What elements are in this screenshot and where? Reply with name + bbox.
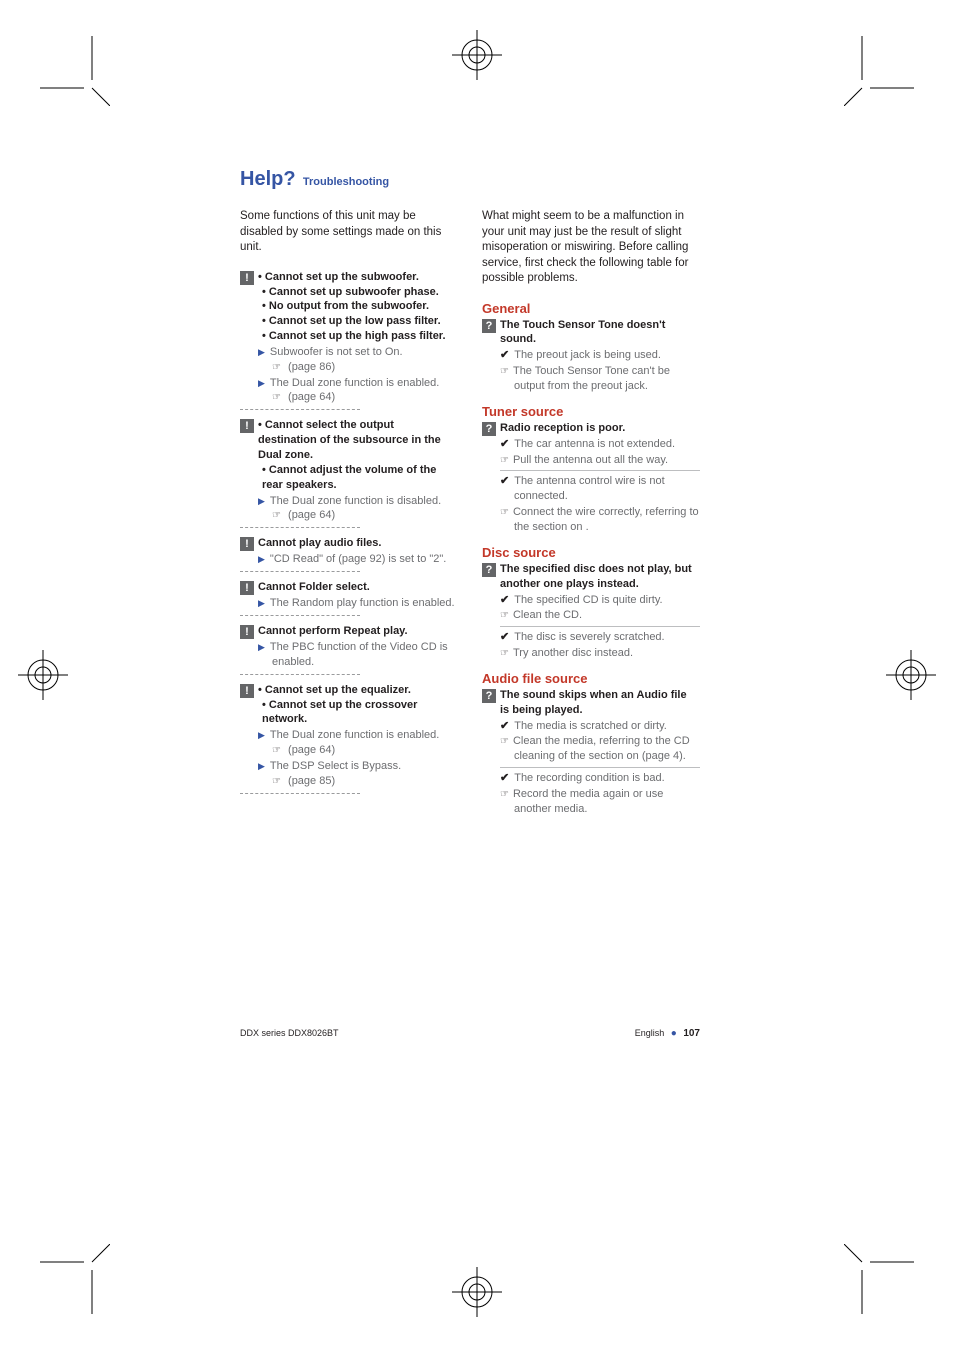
dashed-separator (240, 674, 360, 675)
fix-row: ☞Connect the wire correctly, referring t… (500, 505, 700, 535)
crop-mark (844, 36, 914, 106)
exclaim-icon: ! (240, 684, 254, 698)
page-footer: DDX series DDX8026BT English ● 107 (240, 1028, 700, 1039)
problem-head: The specified disc does not play, but an… (500, 562, 696, 592)
trouble-head: Cannot Folder select. (258, 580, 454, 595)
fix-row: ☞The Touch Sensor Tone can't be output f… (500, 364, 700, 394)
dashed-separator (240, 793, 360, 794)
check-row: ✔The recording condition is bad. (500, 771, 700, 786)
ref-row: ☞ (page 64) (272, 743, 458, 758)
solid-separator (500, 626, 700, 627)
trouble-item: !• Cannot set up the subwoofer.• Cannot … (240, 270, 458, 411)
problem-head: The sound skips when an Audio file is be… (500, 688, 696, 718)
section-heading: Audio file source (482, 671, 700, 686)
problem-head: Radio reception is poor. (500, 421, 696, 436)
dashed-separator (240, 527, 360, 528)
crop-mark (844, 1244, 914, 1314)
fix-row: ☞Try another disc instead. (500, 646, 700, 661)
trouble-head: • Cannot set up the subwoofer. (258, 270, 454, 285)
check-row: ✔The preout jack is being used. (500, 348, 700, 363)
exclaim-icon: ! (240, 625, 254, 639)
ref-row: ☞ (page 86) (272, 360, 458, 375)
ref-row: ☞ (page 64) (272, 390, 458, 405)
exclaim-icon: ! (240, 581, 254, 595)
dashed-separator (240, 409, 360, 410)
problem-head: The Touch Sensor Tone doesn't sound. (500, 318, 696, 348)
right-intro: What might seem to be a malfunction in y… (482, 209, 700, 287)
registration-mark (452, 30, 502, 83)
trouble-head: • Cannot adjust the volume of the rear s… (262, 463, 458, 493)
trouble-head: • No output from the subwoofer. (262, 299, 458, 314)
footer-model: DDX series DDX8026BT (240, 1028, 339, 1039)
question-icon: ? (482, 319, 496, 333)
footer-page-number: 107 (683, 1028, 700, 1039)
exclaim-icon: ! (240, 271, 254, 285)
check-row: ✔The media is scratched or dirty. (500, 719, 700, 734)
cause-row: ▶The Random play function is enabled. (258, 596, 458, 611)
footer-right: English ● 107 (635, 1028, 700, 1039)
page-content: Help? Troubleshooting Some functions of … (240, 168, 700, 817)
left-column: Some functions of this unit may be disab… (240, 209, 458, 817)
fix-row: ☞Clean the CD. (500, 608, 700, 623)
check-row: ✔The disc is severely scratched. (500, 630, 700, 645)
registration-mark (886, 650, 936, 703)
cause-row: ▶The Dual zone function is enabled. (258, 728, 458, 743)
cause-row: ▶"CD Read" of (page 92) is set to "2". (258, 552, 458, 567)
footer-dot-icon: ● (671, 1028, 677, 1039)
crop-mark (40, 36, 110, 106)
right-column: What might seem to be a malfunction in y… (482, 209, 700, 817)
check-row: ✔The antenna control wire is not connect… (500, 474, 700, 504)
dashed-separator (240, 571, 360, 572)
trouble-head: • Cannot set up the crossover network. (262, 698, 458, 728)
question-icon: ? (482, 422, 496, 436)
trouble-head: Cannot play audio files. (258, 536, 454, 551)
ref-row: ☞ (page 85) (272, 774, 458, 789)
trouble-item: ! • Cannot select the output destination … (240, 418, 458, 528)
dashed-separator (240, 615, 360, 616)
section-heading: Tuner source (482, 404, 700, 419)
check-row: ✔The specified CD is quite dirty. (500, 593, 700, 608)
left-intro: Some functions of this unit may be disab… (240, 209, 458, 256)
registration-mark (452, 1267, 502, 1320)
cause-row: ▶Subwoofer is not set to On. (258, 345, 458, 360)
page-title-sub: Troubleshooting (303, 176, 389, 188)
cause-row: ▶The DSP Select is Bypass. (258, 759, 458, 774)
trouble-head: • Cannot set up the high pass filter. (262, 329, 458, 344)
exclaim-icon: ! (240, 537, 254, 551)
trouble-item: ! Cannot play audio files.▶"CD Read" of (… (240, 536, 458, 572)
cause-row: ▶The Dual zone function is disabled. (258, 494, 458, 509)
section-heading: General (482, 301, 700, 316)
trouble-item: ! • Cannot set up the equalizer.• Cannot … (240, 683, 458, 794)
trouble-item: ! Cannot perform Repeat play.▶The PBC fun… (240, 624, 458, 675)
cause-row: ▶The PBC function of the Video CD is ena… (258, 640, 458, 670)
page-title-row: Help? Troubleshooting (240, 168, 700, 191)
fix-row: ☞Clean the media, referring to the CD cl… (500, 734, 700, 764)
fix-row: ☞Pull the antenna out all the way. (500, 453, 700, 468)
registration-mark (18, 650, 68, 703)
trouble-head: • Cannot set up the equalizer. (258, 683, 454, 698)
question-icon: ? (482, 689, 496, 703)
solid-separator (500, 470, 700, 471)
trouble-head: Cannot perform Repeat play. (258, 624, 454, 639)
cause-row: ▶The Dual zone function is enabled. (258, 376, 458, 391)
trouble-head: • Cannot set up subwoofer phase. (262, 285, 458, 300)
exclaim-icon: ! (240, 419, 254, 433)
fix-row: ☞Record the media again or use another m… (500, 787, 700, 817)
footer-lang: English (635, 1028, 665, 1038)
check-row: ✔The car antenna is not extended. (500, 437, 700, 452)
ref-row: ☞ (page 64) (272, 508, 458, 523)
trouble-item: ! Cannot Folder select.▶The Random play f… (240, 580, 458, 616)
solid-separator (500, 767, 700, 768)
crop-mark (40, 1244, 110, 1314)
trouble-head: • Cannot set up the low pass filter. (262, 314, 458, 329)
trouble-head: • Cannot select the output destination o… (258, 418, 454, 463)
question-icon: ? (482, 563, 496, 577)
page-title-main: Help? (240, 168, 296, 190)
section-heading: Disc source (482, 545, 700, 560)
